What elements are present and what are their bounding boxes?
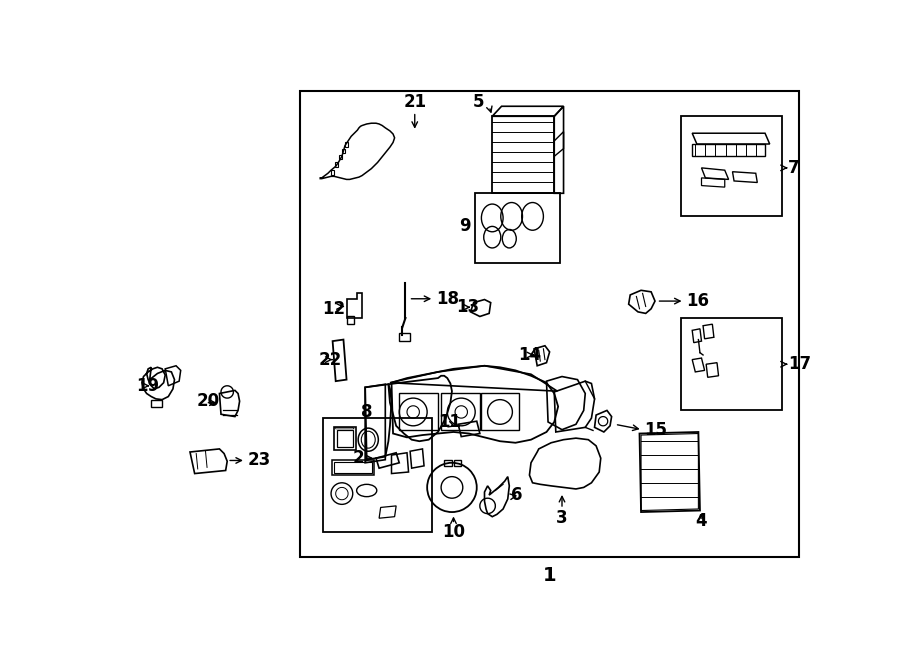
Bar <box>323 418 432 532</box>
Text: 2: 2 <box>353 449 364 467</box>
Text: 18: 18 <box>436 290 459 308</box>
Bar <box>445 459 452 466</box>
Bar <box>400 393 438 430</box>
Text: 1: 1 <box>543 566 556 586</box>
Text: 11: 11 <box>438 413 461 431</box>
Bar <box>482 393 518 430</box>
Text: 14: 14 <box>518 346 542 364</box>
Text: 23: 23 <box>248 451 271 469</box>
Text: 4: 4 <box>696 512 707 530</box>
Bar <box>454 459 461 466</box>
Text: 22: 22 <box>319 350 342 369</box>
Text: 19: 19 <box>136 377 159 395</box>
Text: 7: 7 <box>788 159 800 177</box>
Text: 12: 12 <box>322 300 345 318</box>
Bar <box>441 393 480 430</box>
Text: 8: 8 <box>361 403 373 421</box>
Bar <box>681 318 782 410</box>
Bar <box>475 193 561 262</box>
Text: 15: 15 <box>644 420 667 439</box>
Text: 17: 17 <box>788 355 812 373</box>
Bar <box>681 116 782 216</box>
Text: 16: 16 <box>686 292 709 310</box>
Bar <box>400 333 410 341</box>
Text: 5: 5 <box>473 93 484 112</box>
Text: 13: 13 <box>456 298 480 316</box>
Bar <box>492 116 554 193</box>
Text: 3: 3 <box>556 509 568 527</box>
Text: 10: 10 <box>442 523 465 541</box>
Bar <box>332 459 374 475</box>
Text: 20: 20 <box>196 392 220 410</box>
Text: 21: 21 <box>403 93 427 112</box>
Text: 6: 6 <box>511 486 522 504</box>
Bar <box>334 462 372 473</box>
Bar <box>151 400 162 407</box>
Bar <box>334 428 356 450</box>
Bar <box>300 91 799 557</box>
Bar <box>338 430 353 447</box>
Text: 9: 9 <box>459 217 471 235</box>
